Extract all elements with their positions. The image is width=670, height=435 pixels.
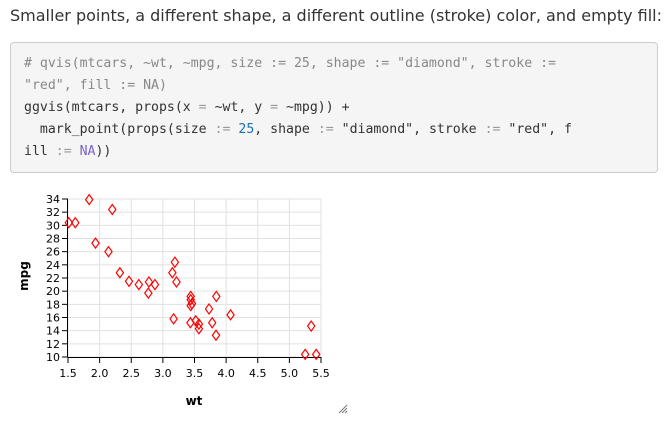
code-string: "diamond" [333, 122, 414, 137]
data-point-diamond [104, 245, 113, 258]
x-tick-label: 2.5 [123, 367, 141, 380]
data-point-diamond [194, 322, 204, 335]
x-tick-label: 1.5 [59, 367, 77, 380]
data-point-diamond [226, 308, 235, 321]
y-tick-label: 24 [46, 259, 60, 272]
data-point-diamond [91, 237, 100, 250]
code-line-5: ill := NA)) [24, 141, 643, 163]
data-point-diamond [70, 216, 80, 229]
x-tick-label: 3.0 [154, 367, 172, 380]
y-tick-label: 16 [46, 312, 60, 325]
data-point-diamond [186, 316, 195, 329]
code-comment: "red", fill := NA) [24, 78, 167, 93]
code-token: mark_point(props(size [24, 122, 215, 137]
data-point-diamond [168, 266, 177, 279]
data-point-diamond [311, 348, 321, 361]
y-tick-label: 14 [46, 325, 60, 338]
data-point-diamond [124, 275, 134, 288]
code-string: "red" [500, 122, 549, 137]
x-tick-label: 4.0 [217, 367, 235, 380]
x-tick-label: 3.5 [186, 367, 204, 380]
code-token: )) [95, 144, 112, 159]
code-operator: := [55, 144, 72, 159]
data-point-diamond [300, 348, 310, 361]
data-point-diamond [144, 275, 154, 288]
plot-points [64, 193, 321, 361]
code-operator: := [214, 122, 231, 137]
y-tick-label: 32 [46, 206, 60, 219]
y-tick-label: 20 [46, 285, 60, 298]
y-tick-label: 10 [46, 351, 60, 364]
code-token: ggvis(mtcars, props(x [24, 100, 199, 115]
x-tick-label: 5.0 [281, 367, 299, 380]
code-na-literal: NA [71, 144, 96, 159]
data-point-diamond [207, 316, 217, 329]
code-operator: = [198, 100, 207, 115]
data-point-diamond [211, 290, 221, 303]
code-token: ~wt, y [206, 100, 271, 115]
x-tick-label: 2.0 [91, 367, 109, 380]
code-token: , stroke [413, 122, 485, 137]
x-tick-label: 4.5 [249, 367, 267, 380]
data-point-diamond [194, 318, 204, 331]
data-point-diamond [134, 278, 144, 291]
code-token: ill [24, 144, 56, 159]
data-point-diamond [204, 302, 214, 315]
code-line-3: ggvis(mtcars, props(x = ~wt, y = ~mpg)) … [24, 97, 643, 119]
data-point-diamond [169, 312, 178, 325]
y-tick-label: 18 [46, 298, 60, 311]
data-point-diamond [143, 287, 153, 300]
code-operator: = [270, 100, 279, 115]
data-point-diamond [306, 320, 316, 333]
code-number: 25 [230, 122, 255, 137]
code-line-2: "red", fill := NA) [24, 75, 643, 97]
data-point-diamond [172, 275, 181, 288]
y-tick-label: 34 [46, 193, 60, 206]
y-tick-label: 28 [46, 233, 60, 246]
data-point-diamond [64, 216, 74, 229]
data-point-diamond [211, 329, 221, 342]
code-token: ~mpg)) + [278, 100, 350, 115]
y-tick-label: 26 [46, 246, 60, 259]
data-point-diamond [115, 266, 125, 279]
y-tick-label: 22 [46, 272, 60, 285]
code-block: # qvis(mtcars, ~wt, ~mpg, size := 25, sh… [10, 42, 658, 173]
code-operator: := [484, 122, 501, 137]
resize-handle-icon[interactable] [338, 404, 348, 414]
data-point-diamond [186, 299, 196, 312]
data-point-diamond [84, 193, 94, 206]
code-comment: # qvis(mtcars, ~wt, ~mpg, size := 25, sh… [24, 56, 556, 71]
code-operator: := [317, 122, 334, 137]
code-line-1: # qvis(mtcars, ~wt, ~mpg, size := 25, sh… [24, 53, 643, 75]
x-tick-label: 5.5 [312, 367, 330, 380]
y-tick-label: 30 [46, 219, 60, 232]
intro-text: Smaller points, a different shape, a dif… [10, 6, 662, 25]
y-tick-label: 12 [46, 338, 60, 351]
data-point-diamond [170, 256, 180, 269]
data-point-diamond [107, 203, 117, 216]
x-axis-label: wt [186, 394, 203, 408]
code-token: , shape [254, 122, 318, 137]
code-line-4: mark_point(props(size := 25, shape := "d… [24, 119, 643, 141]
code-token: , f [548, 122, 572, 137]
y-axis-label: mpg [17, 261, 31, 291]
plot-grid [67, 198, 322, 358]
